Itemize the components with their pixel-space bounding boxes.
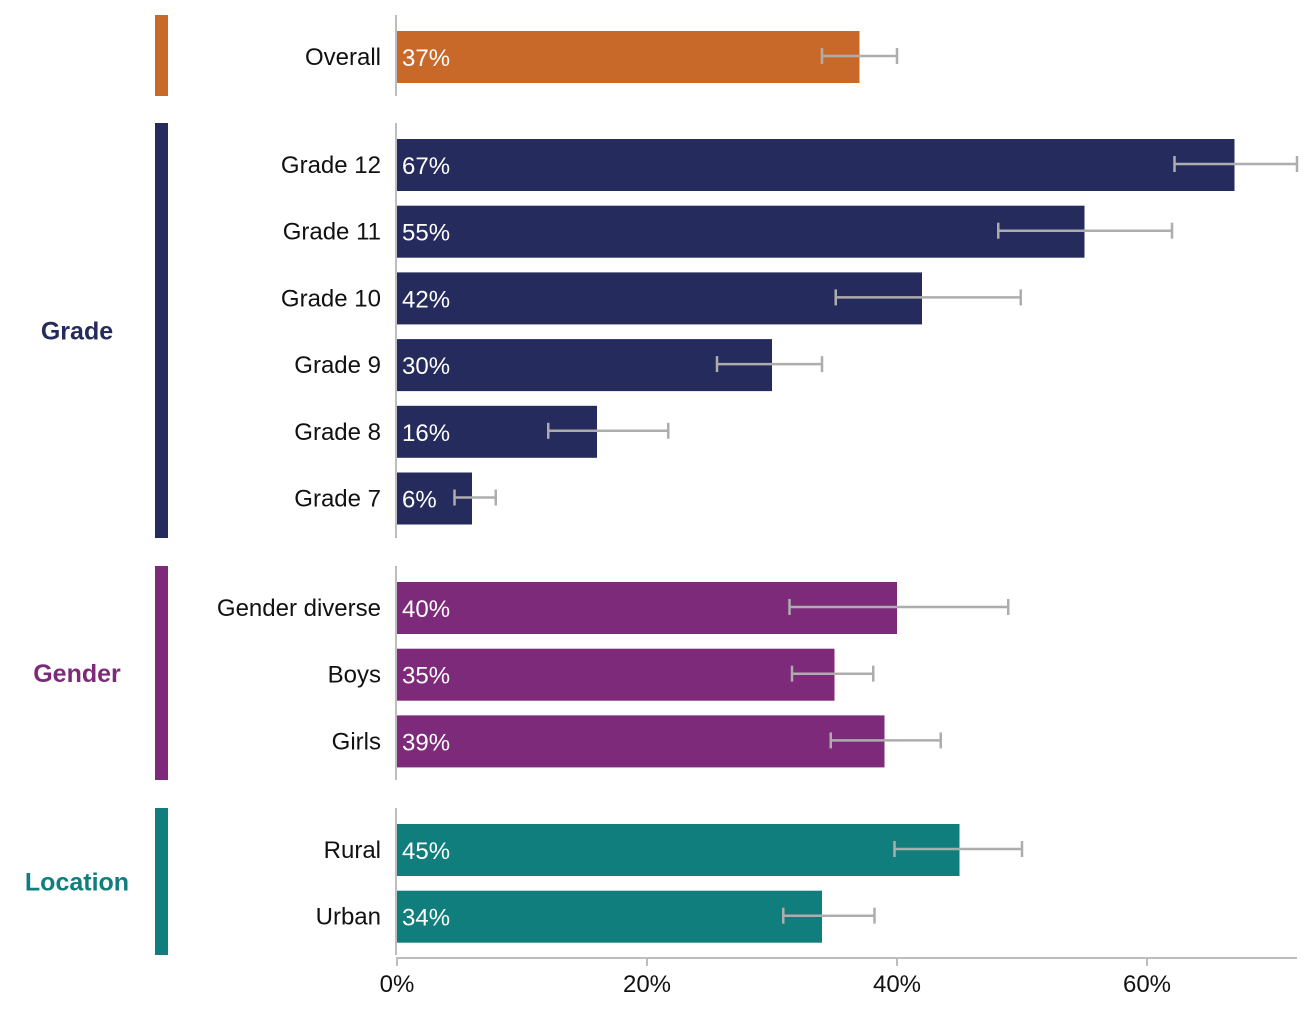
category-label-grade-10: Grade 10 (281, 285, 381, 312)
value-label-grade-7: 6% (402, 487, 437, 514)
group-strip (155, 808, 168, 955)
x-tick-label: 20% (623, 971, 671, 998)
value-label-grade-10: 42% (402, 286, 450, 313)
x-tick-label: 40% (873, 971, 921, 998)
group-strip (155, 566, 168, 780)
category-label-girls: Girls (332, 728, 381, 755)
value-label-grade-9: 30% (402, 353, 450, 380)
bar-girls (397, 715, 885, 768)
bar-grade-9 (397, 339, 772, 392)
category-label-grade-7: Grade 7 (294, 486, 381, 513)
category-label-grade-9: Grade 9 (294, 352, 381, 379)
category-label-grade-12: Grade 12 (281, 152, 381, 179)
bar-boys (397, 648, 835, 701)
category-label-boys: Boys (328, 662, 381, 689)
value-label-rural: 45% (402, 838, 450, 865)
category-label-rural: Rural (324, 837, 381, 864)
category-label-urban: Urban (316, 904, 381, 931)
value-label-urban: 34% (402, 905, 450, 932)
value-label-girls: 39% (402, 729, 450, 756)
value-label-boys: 35% (402, 663, 450, 690)
group-label-grade: Grade (41, 318, 113, 346)
group-label-gender: Gender (33, 660, 121, 688)
category-label-gender-diverse: Gender diverse (217, 595, 381, 622)
value-label-gender-diverse: 40% (402, 596, 450, 623)
value-label-overall: 37% (402, 45, 450, 72)
bar-rural (397, 824, 960, 876)
category-label-grade-11: Grade 11 (283, 219, 381, 246)
value-label-grade-8: 16% (402, 420, 450, 447)
group-label-location: Location (25, 869, 129, 897)
category-label-overall: Overall (305, 44, 381, 71)
value-label-grade-11: 55% (402, 220, 450, 247)
x-tick-label: 60% (1123, 971, 1171, 998)
bar-grade-11 (397, 205, 1085, 258)
x-tick-label: 0% (380, 971, 415, 998)
bar-overall (397, 31, 860, 83)
group-strip (155, 123, 168, 538)
bar-urban (397, 890, 822, 943)
value-label-grade-12: 67% (402, 153, 450, 180)
group-strip (155, 15, 168, 96)
bar-grade-12 (397, 139, 1235, 191)
category-label-grade-8: Grade 8 (294, 419, 381, 446)
